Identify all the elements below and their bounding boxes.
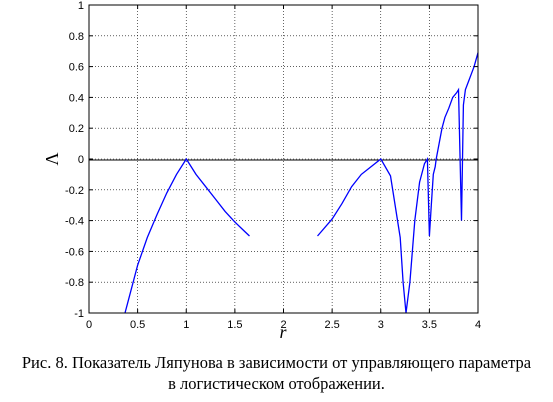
ticks bbox=[88, 4, 479, 314]
y-tick-labels: -1 -0.8 -0.6 -0.4 -0.2 0 0.2 0.4 0.6 0.8 1 bbox=[65, 0, 84, 320]
x-tick-label: 3.5 bbox=[422, 319, 437, 331]
caption-line-2: в логистическом отображении. bbox=[168, 374, 385, 393]
series-layer bbox=[124, 52, 479, 314]
x-tick-labels: 0 0.5 1 1.5 2 2.5 3 3.5 4 bbox=[86, 319, 481, 331]
y-tick-label: -1 bbox=[74, 308, 84, 320]
y-tick-label: 0 bbox=[78, 154, 84, 166]
x-tick-label: 4 bbox=[475, 319, 481, 331]
series-line bbox=[124, 157, 250, 314]
y-tick-label: -0.8 bbox=[65, 277, 84, 289]
x-tick-label: 1.5 bbox=[227, 319, 242, 331]
y-tick-label: -0.6 bbox=[65, 246, 84, 258]
caption-line-1: Рис. 8. Показатель Ляпунова в зависимост… bbox=[21, 353, 532, 372]
figure-caption: Рис. 8. Показатель Ляпунова в зависимост… bbox=[0, 352, 553, 394]
x-tick-label: 2 bbox=[280, 319, 286, 331]
y-tick-label: -0.4 bbox=[65, 216, 84, 228]
x-tick-label: 1 bbox=[183, 319, 189, 331]
grid bbox=[89, 5, 478, 313]
y-axis-label: Λ bbox=[42, 152, 62, 165]
x-tick-label: 2.5 bbox=[324, 319, 339, 331]
y-tick-label: 1 bbox=[78, 0, 84, 12]
x-axis-label: r bbox=[279, 322, 287, 342]
y-tick-label: 0.2 bbox=[69, 123, 84, 135]
x-tick-label: 3 bbox=[378, 319, 384, 331]
y-tick-label: 0.8 bbox=[69, 31, 84, 43]
x-tick-label: 0.5 bbox=[130, 319, 145, 331]
x-tick-label: 0 bbox=[86, 319, 92, 331]
y-tick-label: 0.6 bbox=[69, 62, 84, 74]
y-tick-label: 0.4 bbox=[69, 92, 84, 104]
y-tick-label: -0.2 bbox=[65, 185, 84, 197]
series-line bbox=[317, 52, 479, 314]
